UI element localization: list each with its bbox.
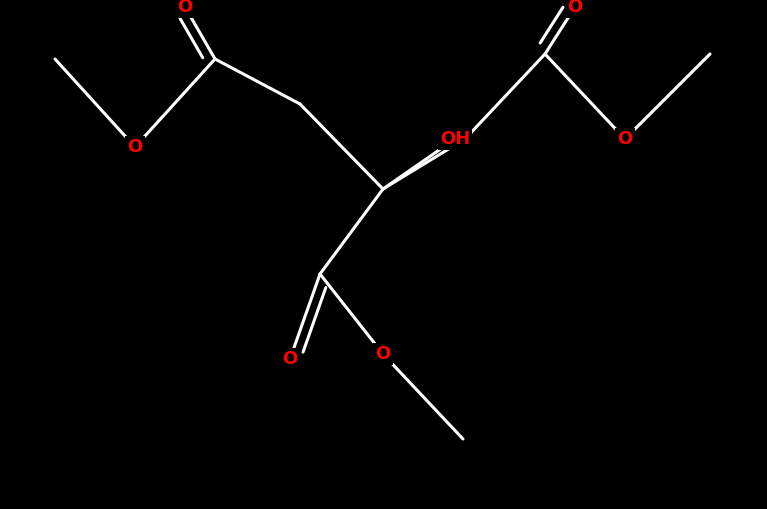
- Text: O: O: [568, 0, 583, 16]
- Text: O: O: [282, 350, 298, 368]
- Text: O: O: [375, 345, 390, 363]
- Text: O: O: [127, 138, 143, 156]
- Text: O: O: [177, 0, 193, 16]
- Text: O: O: [617, 130, 633, 148]
- Text: OH: OH: [440, 130, 470, 148]
